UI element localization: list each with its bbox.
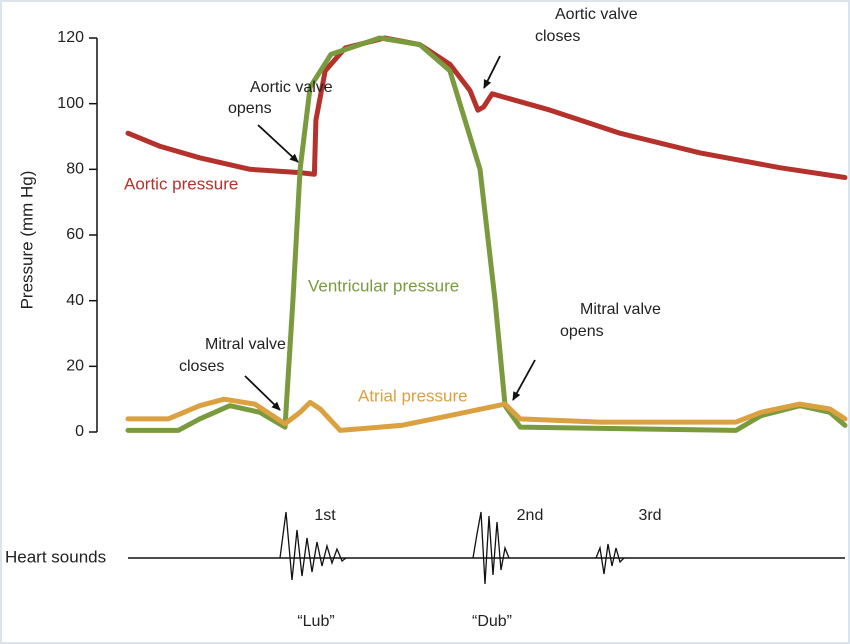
y-tick-label: 20 xyxy=(66,358,84,375)
annotation-text: closes xyxy=(179,358,224,375)
series-label: Atrial pressure xyxy=(358,386,468,405)
annotation-text: Mitral valve xyxy=(580,301,661,318)
y-axis-label: Pressure (mm Hg) xyxy=(17,171,36,310)
annotation-text: opens xyxy=(228,100,272,117)
sound-label: 2nd xyxy=(517,507,544,524)
series-label: Aortic pressure xyxy=(124,174,238,193)
series-line xyxy=(125,396,848,433)
annotation-text: Aortic valve xyxy=(555,6,638,23)
annotation-text: Mitral valve xyxy=(205,336,286,353)
y-tick-label: 120 xyxy=(57,29,84,46)
annotation-text: closes xyxy=(535,28,580,45)
annotation-text: opens xyxy=(560,323,604,340)
annotation-arrow xyxy=(257,124,299,163)
annotation-arrow xyxy=(483,55,501,89)
y-tick-label: 80 xyxy=(66,161,84,178)
sound-name: “Dub” xyxy=(472,613,512,630)
sound-wave xyxy=(595,543,625,575)
annotation-arrow xyxy=(512,359,536,401)
y-tick-label: 100 xyxy=(57,95,84,112)
y-tick-label: 0 xyxy=(75,423,84,440)
sound-wave xyxy=(472,511,510,585)
heart-sounds-label: Heart sounds xyxy=(5,547,106,566)
series-label: Ventricular pressure xyxy=(308,276,459,295)
sound-label: 3rd xyxy=(638,507,661,524)
sound-wave xyxy=(279,511,347,581)
annotation-arrow xyxy=(244,375,281,411)
sound-label: 1st xyxy=(314,507,336,524)
annotation-text: Aortic valve xyxy=(250,79,333,96)
y-tick-label: 60 xyxy=(66,226,84,243)
sound-name: “Lub” xyxy=(297,613,334,630)
series-line xyxy=(125,35,848,433)
y-tick-label: 40 xyxy=(66,292,84,309)
